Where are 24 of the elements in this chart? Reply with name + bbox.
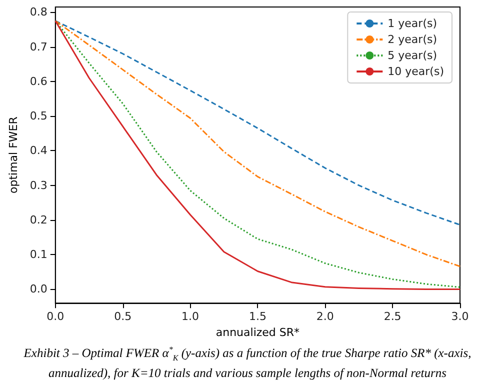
- legend-label: 2 year(s): [388, 33, 438, 46]
- x-tick-label: 2.0: [316, 310, 334, 324]
- legend-label: 5 year(s): [388, 49, 438, 62]
- text: Exhibit 3 – Optimal FWER α$^{*}$$_{K}$ (y-axis) as a function of the true Sharpe ratio SR* (x-axis, annualized), for K=10 trials and various sample lengths of non-Normal returns: [22, 344, 472, 380]
- x-axis-title: annualized SR*: [216, 326, 300, 339]
- y-tick-label: 0.6: [30, 74, 48, 88]
- legend-label: 10 year(s): [388, 65, 444, 78]
- legend-label: 1 year(s): [388, 17, 438, 30]
- x-tick-label: 1.0: [182, 310, 200, 324]
- y-tick-label: 0.0: [30, 282, 48, 296]
- x-tick-label: 0.0: [46, 310, 64, 324]
- y-tick-label: 0.4: [30, 144, 48, 158]
- x-tick-label: 3.0: [451, 310, 469, 324]
- y-tick-label: 0.7: [30, 40, 48, 54]
- y-tick-label: 0.2: [30, 213, 48, 226]
- x-tick-label: 2.5: [384, 310, 402, 324]
- x-tick-label: 0.5: [114, 310, 132, 324]
- line-series: [54, 20, 461, 226]
- y-axis-title: optimal FWER: [7, 116, 20, 194]
- y-tick-label: 0.8: [30, 6, 48, 19]
- x-tick-label: 1.5: [248, 310, 266, 324]
- y-tick-label: 0.5: [30, 110, 48, 123]
- y-tick-label: 0.3: [30, 178, 48, 192]
- y-tick-label: 0.1: [30, 248, 48, 262]
